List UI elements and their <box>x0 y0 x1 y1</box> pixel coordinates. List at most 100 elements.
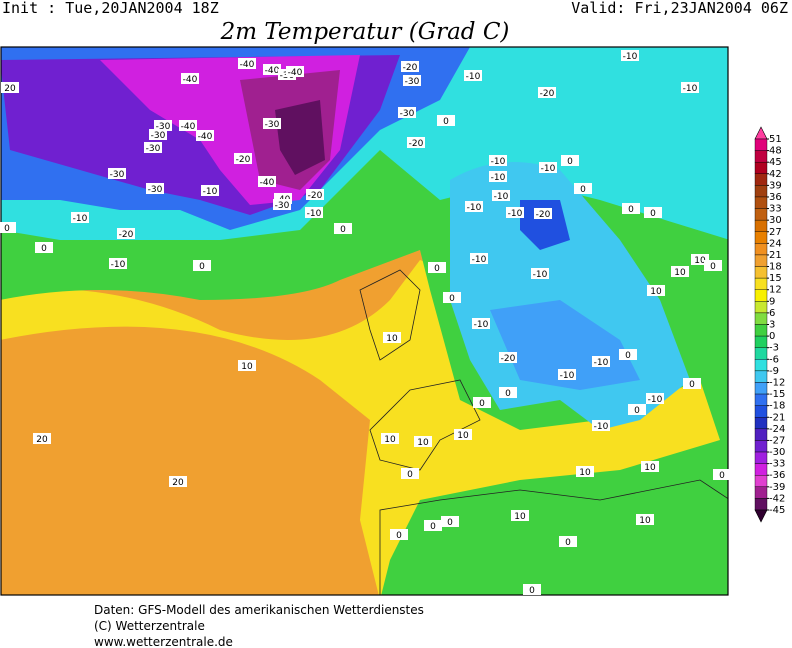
contour-label-box <box>305 207 323 218</box>
contour-label: -10 <box>307 209 322 219</box>
contour-label: -30 <box>275 201 290 211</box>
contour-label: -30 <box>400 109 415 119</box>
colorbar-label: 27 <box>769 227 782 238</box>
contour-label: -20 <box>236 155 251 165</box>
contour-label-box <box>644 207 662 218</box>
contour-label-box <box>454 429 472 440</box>
contour-label-box <box>499 352 517 363</box>
contour-label-box <box>274 193 292 204</box>
contour-label-box <box>108 168 126 179</box>
footer-source: Daten: GFS-Modell des amerikanischen Wet… <box>94 603 424 617</box>
colorbar-swatch <box>754 475 768 488</box>
colorbar-swatch <box>754 347 768 360</box>
contour-label: 10 <box>644 463 656 473</box>
contour-label: 20 <box>4 84 16 94</box>
contour-label-box <box>523 584 541 595</box>
contour-label-box <box>196 130 214 141</box>
contour-label-box <box>383 332 401 343</box>
contour-label-box <box>443 292 461 303</box>
contour-label: 10 <box>457 431 469 441</box>
contour-label-box <box>403 75 421 86</box>
contour-label: -30 <box>110 170 125 180</box>
colorbar-label: -33 <box>769 459 785 470</box>
contour-label: -40 <box>198 132 213 142</box>
contour-label: 0 <box>565 538 571 548</box>
contour-label-box <box>234 153 252 164</box>
contour-label-box <box>621 50 639 61</box>
contour-label-box <box>238 58 256 69</box>
contour-label: -30 <box>405 77 420 87</box>
colorbar-label: 30 <box>769 215 782 226</box>
contour-label: 10 <box>417 438 429 448</box>
footer-url: www.wetterzentrale.de <box>94 635 233 648</box>
colorbar-label: 39 <box>769 180 782 191</box>
contour-label: -40 <box>181 122 196 132</box>
contour-label-box <box>646 393 664 404</box>
contour-label-box <box>538 87 556 98</box>
contour-label-box <box>576 466 594 477</box>
colorbar-label: 33 <box>769 204 782 215</box>
contour-label-box <box>489 155 507 166</box>
contour-label-box <box>193 260 211 271</box>
contour-label-box <box>592 420 610 431</box>
colorbar-swatch <box>754 254 768 267</box>
colorbar-label: -42 <box>769 493 785 504</box>
map-field <box>0 46 729 596</box>
contour-label: 10 <box>639 516 651 526</box>
contour-label: 0 <box>447 518 453 528</box>
contour-label: -20 <box>540 89 555 99</box>
contour-label: -20 <box>403 63 418 73</box>
colorbar-label: 51 <box>769 134 782 145</box>
contour-label: -10 <box>111 260 126 270</box>
contour-label-box <box>201 185 219 196</box>
colorbar: 51484542393633302724211815129630-3-6-9-1… <box>754 126 785 523</box>
contour-label: 0 <box>628 205 634 215</box>
contour-label: 0 <box>505 389 511 399</box>
colorbar-label: -3 <box>769 343 779 354</box>
contour-label-box <box>561 155 579 166</box>
colorbar-swatch <box>754 393 768 406</box>
colorbar-swatch <box>754 231 768 244</box>
contour-label-box <box>117 228 135 239</box>
contour-label: 10 <box>386 334 398 344</box>
contour-label-box <box>531 268 549 279</box>
colorbar-label: 15 <box>769 273 782 284</box>
contour-label: 0 <box>434 264 440 274</box>
contour-label-box <box>647 285 665 296</box>
contour-label-box <box>263 64 281 75</box>
contour-label: 0 <box>4 224 10 234</box>
contour-label: -20 <box>536 210 551 220</box>
contour-label-box <box>273 199 291 210</box>
contour-label: -10 <box>594 422 609 432</box>
contour-label: 10 <box>650 287 662 297</box>
colorbar-swatch <box>754 498 768 511</box>
contour-label: -10 <box>474 320 489 330</box>
contour-label-box <box>1 82 19 93</box>
contour-label: 0 <box>41 244 47 254</box>
contour-label-box <box>489 171 507 182</box>
colorbar-label: -12 <box>769 377 785 388</box>
contour-label-box <box>559 536 577 547</box>
colorbar-label: 42 <box>769 169 782 180</box>
contour-label-box <box>144 142 162 153</box>
contour-label: 0 <box>689 380 695 390</box>
colorbar-swatch <box>754 196 768 209</box>
contour-label-box <box>473 397 491 408</box>
colorbar-swatch <box>754 138 768 151</box>
contour-label: 0 <box>407 470 413 480</box>
contour-label: -10 <box>533 270 548 280</box>
colorbar-label: -24 <box>769 424 785 435</box>
contour-label: -10 <box>73 214 88 224</box>
contour-label: 20 <box>36 435 48 445</box>
contour-label: 0 <box>567 157 573 167</box>
contour-label-box <box>398 107 416 118</box>
contour-label: 20 <box>172 478 184 488</box>
contour-label: 0 <box>719 471 725 481</box>
contour-label-box <box>381 433 399 444</box>
colorbar-swatch <box>754 266 768 279</box>
colorbar-swatch <box>754 324 768 337</box>
colorbar-swatch <box>754 185 768 198</box>
contour-label: -10 <box>466 72 481 82</box>
footer-copyright: (C) Wetterzentrale <box>94 619 205 633</box>
contour-label: 10 <box>241 362 253 372</box>
